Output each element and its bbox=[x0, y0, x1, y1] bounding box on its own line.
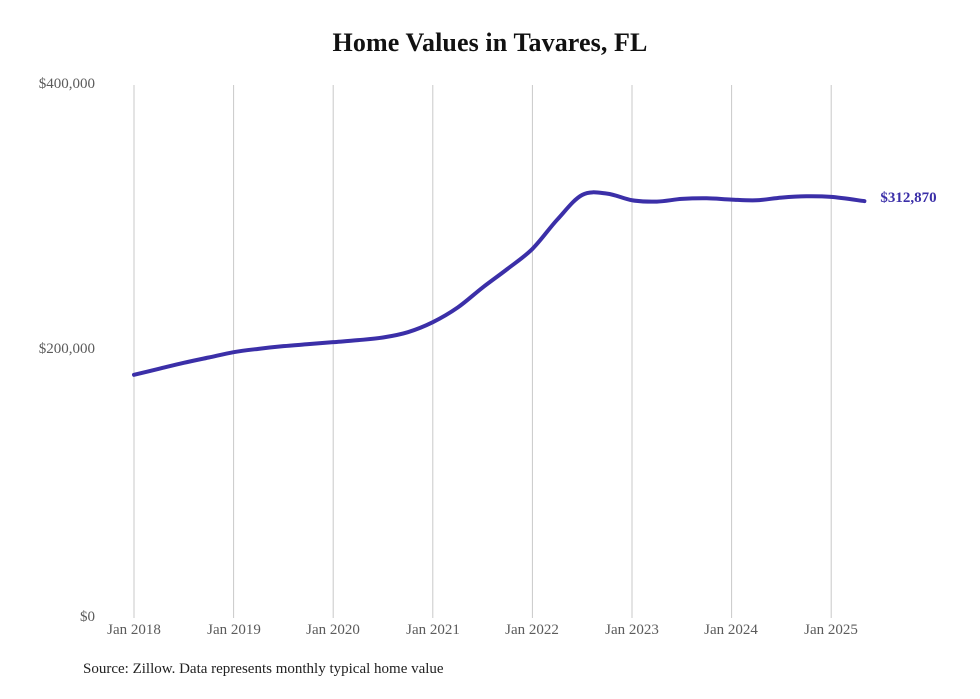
series-end-value-label: $312,870 bbox=[880, 190, 937, 207]
x-tick-label-jan-2023: Jan 2023 bbox=[605, 622, 659, 638]
y-tick-label-200000: $200,000 bbox=[38, 341, 95, 357]
x-tick-label-jan-2022: Jan 2022 bbox=[505, 622, 559, 638]
x-tick-label-jan-2019: Jan 2019 bbox=[207, 622, 261, 638]
series-group bbox=[132, 190, 867, 377]
y-tick-label-0: $0 bbox=[80, 609, 95, 625]
source-note: Source: Zillow. Data represents monthly … bbox=[83, 661, 444, 677]
x-tick-label-jan-2025: Jan 2025 bbox=[804, 622, 858, 638]
x-tick-label-jan-2018: Jan 2018 bbox=[107, 622, 161, 638]
x-tick-label-jan-2021: Jan 2021 bbox=[406, 622, 460, 638]
y-tick-label-400000: $400,000 bbox=[38, 76, 95, 92]
series-line-0 bbox=[132, 190, 867, 377]
x-tick-label-jan-2020: Jan 2020 bbox=[306, 622, 360, 638]
page-title: Home Values in Tavares, FL bbox=[332, 28, 648, 57]
x-tick-label-jan-2024: Jan 2024 bbox=[704, 622, 758, 638]
